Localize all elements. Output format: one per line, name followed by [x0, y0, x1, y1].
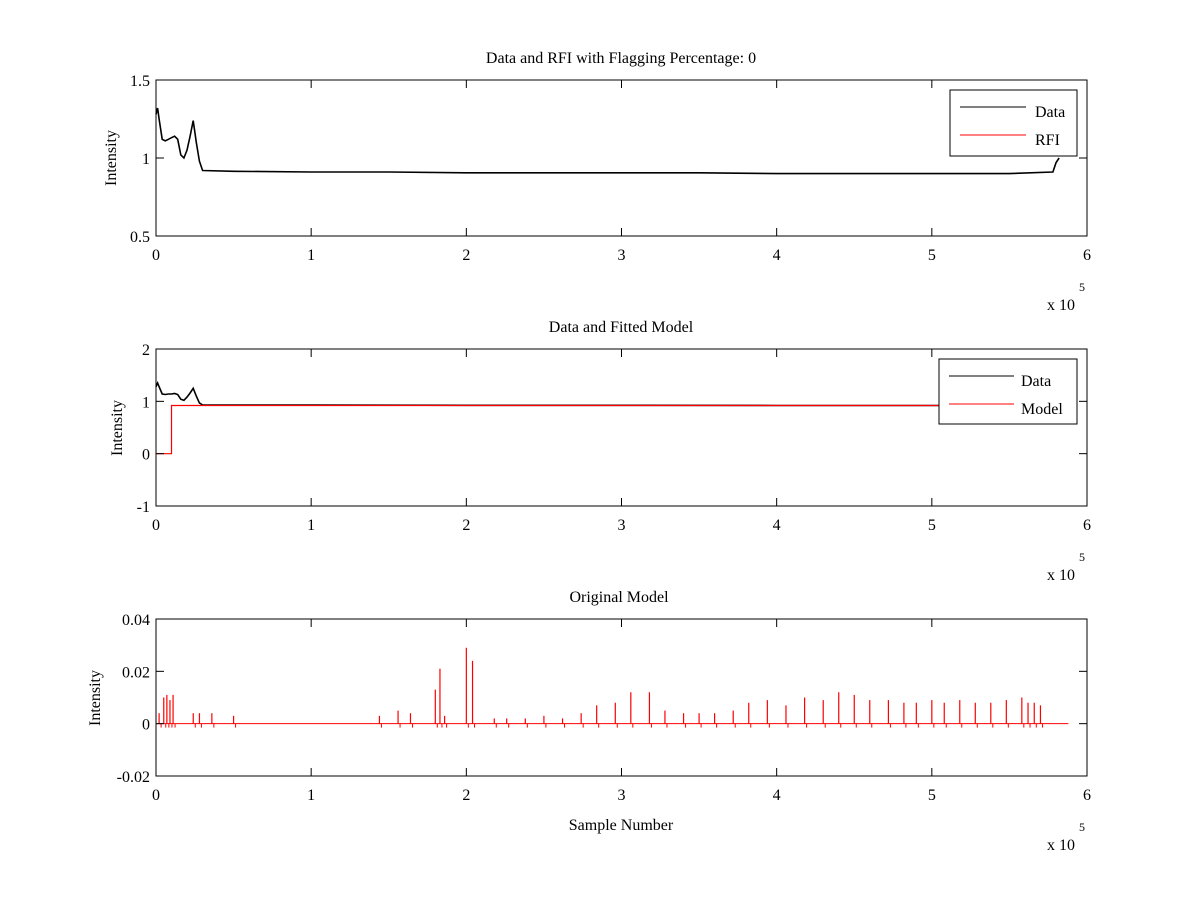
subplot-3-ytick-label: 0.04	[122, 612, 150, 629]
subplot-2-ytick-label: 2	[142, 342, 150, 359]
subplot-1-xtick-label: 2	[462, 247, 470, 264]
subplot-3-xtick-label: 6	[1083, 787, 1091, 804]
subplot-3-xtick-label: 3	[618, 787, 626, 804]
subplot-2-xtick-label: 0	[152, 517, 160, 534]
subplot-1-xtick-label: 5	[928, 247, 936, 264]
subplot-2-legend-box	[938, 358, 1078, 425]
subplot-1-legend-box	[949, 89, 1078, 157]
subplot-3-xlabel: Sample Number	[569, 817, 674, 834]
subplot-1: Data and RFI with Flagging Percentage: 0…	[103, 50, 1091, 314]
subplot-3-xtick-label: 5	[928, 787, 936, 804]
subplot-3-x-multiplier: x 10 5	[1047, 820, 1085, 854]
subplot-1-legend-label-data: Data	[1035, 104, 1065, 121]
subplot-2-xtick-label: 1	[307, 517, 315, 534]
subplot-1-xtick-label: 1	[307, 247, 315, 264]
subplot-2: Data and Fitted Model Intensity x 10 5 D…	[109, 319, 1091, 584]
subplot-3-xtick-label: 4	[773, 787, 781, 804]
subplot-2-series-model	[156, 404, 1060, 455]
subplot-2-legend: Data Model	[938, 358, 1078, 425]
subplot-2-axes-frame	[155, 348, 1088, 507]
subplot-2-ylabel: Intensity	[109, 400, 126, 456]
subplot-2-x-multiplier-exponent: 5	[1079, 550, 1085, 564]
subplot-1-xtick-label: 3	[618, 247, 626, 264]
subplot-3-xtick-label: 0	[152, 787, 160, 804]
subplot-1-x-multiplier-exponent: 5	[1079, 280, 1085, 294]
subplot-2-x-multiplier-base: x 10	[1047, 567, 1075, 584]
subplot-1-title: Data and RFI with Flagging Percentage: 0	[486, 50, 756, 67]
subplot-1-x-multiplier: x 10 5	[1047, 280, 1085, 314]
subplot-2-x-multiplier: x 10 5	[1047, 550, 1085, 584]
subplot-2-plot-area	[155, 380, 1060, 455]
subplot-1-xtick-label: 0	[152, 247, 160, 264]
subplot-2-xtick-label: 4	[773, 517, 781, 534]
subplot-3-plot-area	[156, 647, 1069, 728]
subplot-1-ytick-label: 1.5	[130, 73, 150, 90]
subplot-2-ytick-label: 0	[142, 447, 150, 464]
subplot-3-x-multiplier-base: x 10	[1047, 837, 1075, 854]
subplot-2-legend-label-data: Data	[1021, 373, 1051, 390]
subplot-3-ytick-label: 0.02	[122, 664, 150, 681]
subplot-2-xtick-label: 6	[1083, 517, 1091, 534]
subplot-3-x-multiplier-exponent: 5	[1079, 820, 1085, 834]
subplot-1-axes-frame	[155, 79, 1088, 237]
subplot-3-xtick-label: 1	[307, 787, 315, 804]
subplot-3-ytick-label: 0	[142, 717, 150, 734]
subplot-2-legend-label-model: Model	[1021, 401, 1063, 418]
subplot-1-ylabel: Intensity	[103, 130, 120, 186]
subplot-2-xtick-label: 2	[462, 517, 470, 534]
subplot-3: Original Model Intensity Sample Number x…	[87, 589, 1091, 854]
subplot-3-ytick-label: -0.02	[117, 769, 150, 786]
subplot-2-xtick-label: 5	[928, 517, 936, 534]
subplot-2-ytick-label: -1	[137, 499, 150, 516]
subplot-2-ytick-label: 1	[142, 394, 150, 411]
subplot-3-ylabel: Intensity	[87, 670, 104, 726]
subplot-1-legend: Data RFI	[949, 89, 1078, 157]
subplot-1-ytick-label: 1	[142, 151, 150, 168]
subplot-1-plot-area	[155, 107, 1060, 175]
subplot-2-xtick-label: 3	[618, 517, 626, 534]
subplot-1-series-data	[155, 107, 1060, 175]
subplot-2-title: Data and Fitted Model	[549, 319, 694, 336]
subplot-1-xtick-label: 4	[773, 247, 781, 264]
subplot-3-xtick-label: 2	[462, 787, 470, 804]
subplot-1-ytick-label: 0.5	[130, 229, 150, 246]
subplot-3-axes-frame	[155, 618, 1088, 777]
subplot-3-title: Original Model	[569, 589, 669, 606]
subplot-1-legend-label-rfi: RFI	[1035, 132, 1060, 149]
subplot-1-x-multiplier-base: x 10	[1047, 297, 1075, 314]
subplot-1-xtick-label: 6	[1083, 247, 1091, 264]
